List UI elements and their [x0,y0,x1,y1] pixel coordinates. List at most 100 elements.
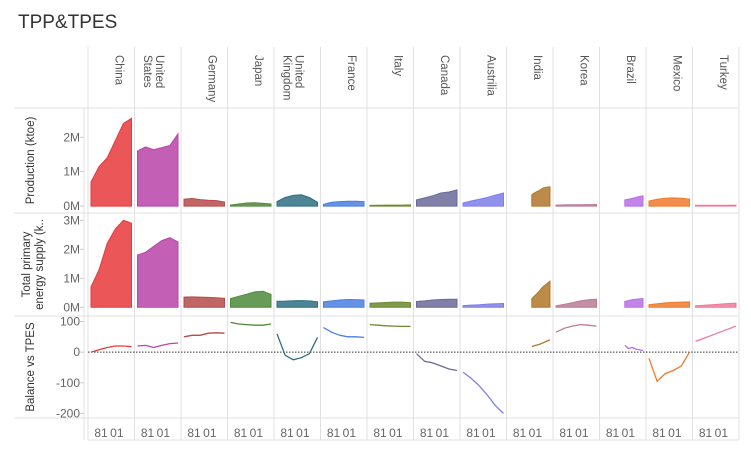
area-series-canada [416,189,458,207]
x-tick-label: 81 [606,426,620,440]
x-tick-label: 01 [157,426,171,440]
line-series-united-states [137,342,179,349]
x-tick-label: 01 [622,426,636,440]
line-series-china [90,345,132,353]
area-series-france [323,298,365,308]
country-header: Brazil [624,55,636,84]
x-tick-label: 81 [327,426,341,440]
area-series-united-kingdom [276,300,318,308]
y-tick-label: 2M [63,130,80,144]
area-series-italy [369,204,411,207]
area-series-austrilia [462,192,504,207]
x-tick-label: 01 [436,426,450,440]
line-series-turkey [695,325,737,343]
x-tick-label: 81 [420,426,434,440]
country-header-line: Japan [252,55,264,86]
y-tick-label: 100 [60,315,80,329]
area-series-korea [555,203,597,207]
country-header: France [345,55,357,91]
area-series-italy [369,301,411,308]
country-header: China [112,55,124,86]
y-tick-label: 0M [63,300,80,314]
x-tick-label: 81 [559,426,573,440]
area-series-mexico [648,197,690,207]
x-tick-label: 01 [575,426,589,440]
country-header: Turkey [717,55,729,90]
x-tick-label: 81 [699,426,713,440]
country-header: Austrilia [484,55,496,97]
x-tick-label: 01 [110,426,124,440]
country-header: Germany [205,55,217,103]
x-tick-label: 81 [466,426,480,440]
x-tick-label: 81 [234,426,248,440]
x-tick-label: 81 [141,426,155,440]
x-tick-label: 81 [94,426,108,440]
area-series-mexico [648,301,690,308]
country-header: Korea [577,55,589,86]
area-series-united-states [137,237,179,308]
area-series-brazil [624,298,644,308]
area-series-austrilia [462,302,504,308]
area-series-turkey [695,302,737,308]
y-tick-label: 0M [63,199,80,213]
line-series-austrilia [462,371,504,414]
x-tick-label: 01 [296,426,310,440]
line-series-germany [183,332,225,338]
line-series-canada [416,353,458,372]
y-tick-label: 0 [73,345,80,359]
row-label: Total primaryenergy supply (k.. [21,219,46,310]
country-header-line: States [141,55,153,88]
country-header-line: France [345,55,357,91]
x-tick-label: 81 [373,426,387,440]
country-header-line: India [531,55,543,81]
y-tick-label: -200 [56,406,80,420]
area-series-united-states [137,132,179,207]
area-series-india [531,186,551,207]
x-tick-label: 01 [250,426,264,440]
country-header-line: United [292,55,304,88]
area-series-japan [230,290,272,308]
x-tick-label: 01 [343,426,357,440]
y-tick-label: 1M [63,271,80,285]
area-series-korea [555,298,597,308]
y-tick-label: 2M [63,242,80,256]
country-header: Japan [252,55,264,86]
area-series-japan [230,202,272,207]
y-tick-label: -100 [56,376,80,390]
country-header: UnitedKingdom [280,55,304,100]
row-label-line: Total primary [21,231,33,297]
line-series-france [323,327,365,339]
row-label: Production (ktoe) [25,117,37,205]
area-series-china [90,117,132,207]
area-series-china [90,219,132,308]
y-tick-label: 1M [63,165,80,179]
area-series-india [531,280,551,308]
line-series-korea [555,323,597,333]
row-label: Balance vs TPES [25,322,37,412]
country-header-line: Germany [205,55,217,103]
country-header-line: China [112,55,124,86]
line-series-india [531,339,551,348]
area-series-canada [416,298,458,308]
country-header-line: United [153,55,165,88]
x-tick-label: 01 [203,426,217,440]
country-header-line: Mexico [670,55,682,91]
area-series-brazil [624,195,644,207]
x-tick-label: 81 [187,426,201,440]
country-header-line: Kingdom [280,55,292,100]
x-tick-label: 81 [652,426,666,440]
country-header-line: Brazil [624,55,636,84]
country-header-line: Korea [577,55,589,86]
country-header: India [531,55,543,81]
country-header: UnitedStates [141,55,165,88]
country-header-line: Austrilia [484,55,496,97]
line-series-italy [369,323,411,328]
country-header-line: Turkey [717,55,729,90]
area-series-france [323,200,365,207]
line-series-japan [230,321,272,326]
x-tick-label: 81 [513,426,527,440]
area-series-turkey [695,204,737,207]
country-header: Italy [391,55,403,76]
area-series-germany [183,296,225,308]
